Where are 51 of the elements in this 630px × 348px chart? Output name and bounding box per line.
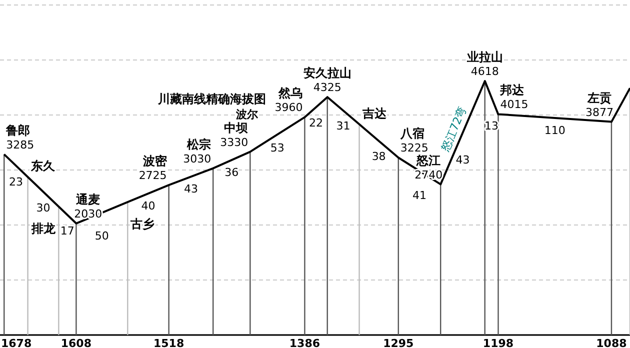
annotation: 东久 xyxy=(30,158,56,173)
annotation: 排龙 xyxy=(30,222,57,236)
annotation: 17 xyxy=(60,224,74,238)
data-label: 4325 xyxy=(313,81,342,94)
data-label: 3330 xyxy=(220,136,248,149)
annotation: 23 xyxy=(8,175,23,188)
annotation: 波密 xyxy=(142,154,168,168)
annotation: 40 xyxy=(141,200,156,213)
annotation: 吉达 xyxy=(361,106,388,120)
data-label: 3960 xyxy=(274,101,303,114)
annotation: 36 xyxy=(224,166,239,180)
data-label: 3030 xyxy=(183,152,212,166)
annotation: 安久拉山 xyxy=(303,66,352,80)
annotation: 邦达 xyxy=(499,83,526,98)
annotation: 43 xyxy=(184,182,198,196)
x-tick-label: 1678 xyxy=(1,337,32,348)
annotation: 鲁郎 xyxy=(5,123,30,138)
annotation: 31 xyxy=(336,120,350,133)
annotation: 110 xyxy=(544,124,566,137)
data-label: 4618 xyxy=(470,65,499,78)
data-label: 3285 xyxy=(6,138,34,152)
x-tick-label: 1518 xyxy=(154,337,184,348)
annotation: 38 xyxy=(372,150,386,163)
annotation: 53 xyxy=(270,142,284,155)
annotation: 八宿 xyxy=(399,126,424,141)
annotation: 30 xyxy=(36,201,50,214)
annotation: 左贡 xyxy=(586,90,612,105)
annotation: 怒江72弯 xyxy=(438,104,470,154)
annotation: 业拉山 xyxy=(466,50,503,64)
annotation: 13 xyxy=(484,119,499,132)
annotation: 中坝 xyxy=(224,120,248,135)
x-tick-label: 1386 xyxy=(289,337,320,348)
text: 波尔 xyxy=(235,108,259,121)
annotation: 松宗 xyxy=(186,137,212,152)
data-label: 4015 xyxy=(500,98,528,112)
annotation: 通麦 xyxy=(75,192,100,206)
annotation: 41 xyxy=(412,189,426,202)
annotation: 22 xyxy=(309,116,324,130)
x-tick-label: 1295 xyxy=(383,337,414,348)
annotation: 怒江 xyxy=(416,153,441,168)
data-label: 2725 xyxy=(138,169,167,182)
text: 川藏南线精确海拔图 xyxy=(157,92,266,106)
x-tick-label: 1198 xyxy=(482,337,514,348)
data-label: 3877 xyxy=(585,106,614,119)
data-label: 3225 xyxy=(400,142,428,155)
annotation: 古乡 xyxy=(130,217,155,232)
annotation: 50 xyxy=(94,230,109,243)
annotation: 43 xyxy=(456,153,470,166)
x-tick-label: 1608 xyxy=(60,337,92,348)
x-tick-label: 1088 xyxy=(596,337,627,348)
annotation: 然乌 xyxy=(278,86,303,100)
